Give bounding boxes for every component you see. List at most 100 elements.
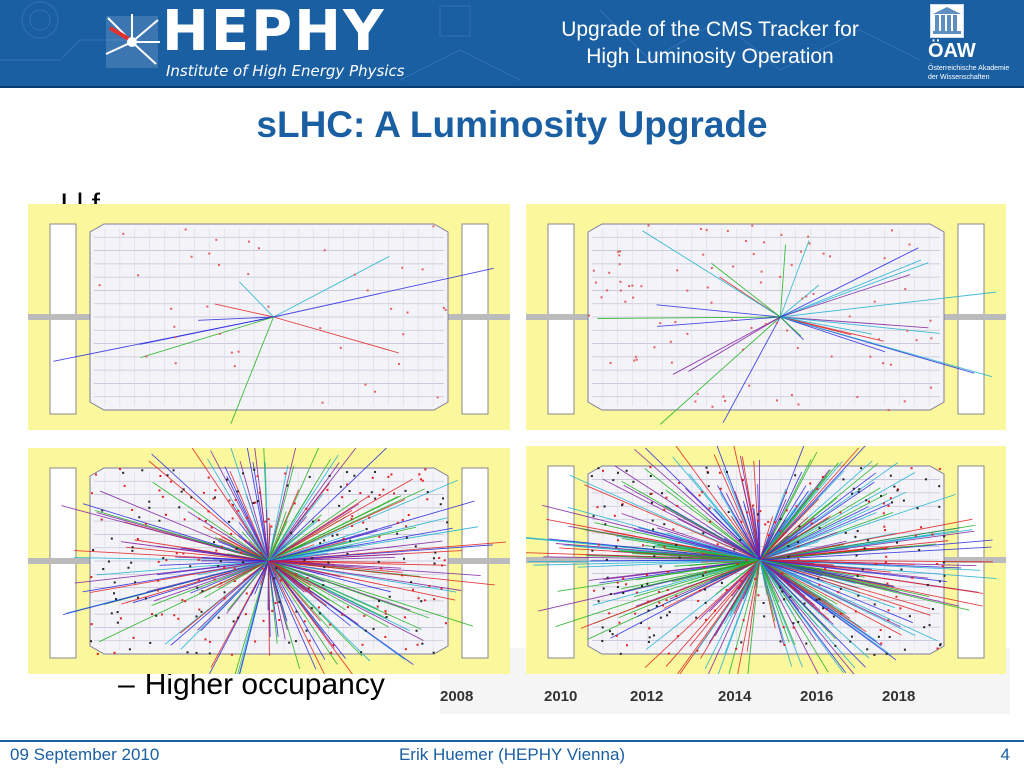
- detector-hit: [884, 529, 887, 532]
- detector-hit: [305, 507, 308, 510]
- detector-hit: [923, 626, 926, 629]
- detector-hit: [696, 392, 699, 395]
- detector-hit: [207, 510, 210, 513]
- particle-track: [780, 316, 885, 353]
- detector-hit: [702, 253, 705, 256]
- detector-hit: [131, 549, 134, 552]
- detector-hit: [816, 487, 819, 490]
- detector-hit: [839, 511, 842, 514]
- particle-track: [268, 560, 430, 619]
- detector-hit: [110, 537, 113, 540]
- particle-track: [89, 560, 269, 593]
- detector-hit: [440, 587, 443, 590]
- detector-hit: [601, 626, 604, 629]
- particle-track: [780, 316, 993, 378]
- particle-track: [759, 515, 831, 561]
- detector-hit: [424, 599, 427, 602]
- particle-track: [546, 518, 760, 561]
- detector-hit: [415, 629, 418, 632]
- detector-hit: [278, 618, 281, 621]
- detector-hit: [405, 536, 408, 539]
- detector-hit: [782, 532, 785, 535]
- detector-hit: [605, 558, 608, 561]
- detector-hit: [709, 520, 712, 523]
- detector-hit: [928, 624, 931, 627]
- detector-hit: [745, 559, 748, 562]
- detector-hit: [122, 471, 125, 474]
- detector-hit: [767, 534, 770, 537]
- detector-hit: [123, 484, 126, 487]
- detector-hit: [726, 229, 729, 232]
- particle-track: [268, 560, 474, 627]
- detector-hit: [258, 491, 261, 494]
- detector-hit: [745, 240, 748, 243]
- detector-hit: [371, 476, 374, 479]
- particle-track: [618, 559, 761, 619]
- detector-hit: [317, 519, 320, 522]
- particle-track: [96, 560, 269, 576]
- detector-hit: [931, 533, 934, 536]
- detector-hit: [887, 504, 890, 507]
- detector-hit: [805, 642, 808, 645]
- header-pattern: [0, 1, 921, 81]
- detector-hit: [707, 471, 710, 474]
- particle-track: [759, 493, 956, 561]
- detector-hit: [310, 607, 313, 610]
- detector-hit: [635, 358, 638, 361]
- particle-track: [589, 559, 760, 562]
- particle-track: [268, 560, 338, 665]
- detector-hit: [348, 490, 351, 493]
- particle-track: [780, 284, 820, 318]
- particle-track: [187, 511, 269, 562]
- detector-hit: [785, 509, 788, 512]
- particle-track: [252, 461, 269, 562]
- particle-track: [759, 518, 973, 561]
- detector-hit: [214, 489, 217, 492]
- particle-track: [759, 493, 888, 561]
- detector-hit: [615, 545, 618, 548]
- detector-hit: [779, 529, 782, 532]
- academy-acronym: ÖAW: [928, 40, 976, 62]
- high-pileup-event-1-graphic: [28, 448, 510, 674]
- detector-hit: [818, 527, 821, 530]
- detector-hit: [672, 528, 675, 531]
- particle-track: [759, 506, 869, 561]
- detector-hit: [305, 629, 308, 632]
- particle-track: [268, 526, 479, 562]
- detector-hit: [390, 307, 393, 310]
- detector-hit: [722, 395, 725, 398]
- detector-hit: [797, 541, 800, 544]
- detector-hit: [273, 577, 276, 580]
- detector-hit: [658, 601, 661, 604]
- particle-track: [644, 468, 761, 561]
- particle-track: [268, 458, 331, 562]
- detector-hit: [817, 577, 820, 580]
- detector-hit: [370, 491, 373, 494]
- detector-hit: [418, 473, 421, 476]
- particle-track: [759, 559, 915, 565]
- detector-hit: [740, 641, 743, 644]
- detector-hit: [873, 603, 876, 606]
- detector-hit: [401, 518, 404, 521]
- detector-hit: [625, 583, 628, 586]
- particle-track: [254, 560, 269, 595]
- particle-track: [708, 559, 761, 612]
- detector-hit: [245, 592, 248, 595]
- particle-track: [268, 478, 413, 562]
- detector-hit: [164, 513, 167, 516]
- detector-hit: [785, 491, 788, 494]
- detector-hit: [328, 474, 331, 477]
- detector-hit: [899, 607, 902, 610]
- detector-hit: [232, 620, 235, 623]
- detector-hit: [145, 355, 148, 358]
- detector-hit: [741, 348, 744, 351]
- detector-hit: [832, 615, 835, 618]
- detector-hit: [757, 594, 760, 597]
- detector-hit: [411, 588, 414, 591]
- detector-hit: [218, 332, 221, 335]
- detector-hit: [323, 249, 326, 252]
- detector-hit: [697, 599, 700, 602]
- detector-hit: [918, 549, 921, 552]
- detector-hit: [825, 608, 828, 611]
- detector-hit: [943, 535, 946, 538]
